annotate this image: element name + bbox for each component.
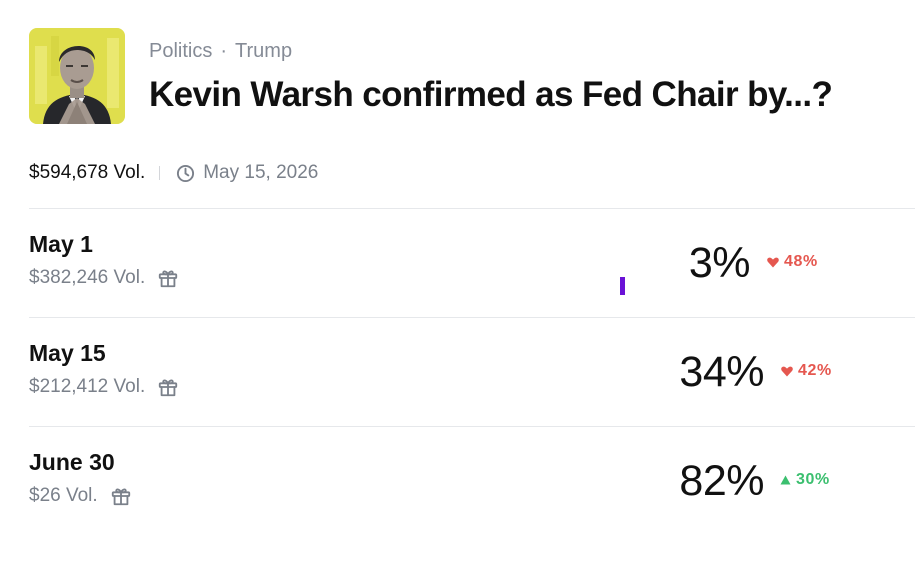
outcome-change-value: 30% [796, 471, 830, 488]
triangle-up-icon [780, 475, 791, 485]
breadcrumb-category[interactable]: Politics [149, 40, 213, 62]
end-date: May 15, 2026 [176, 162, 318, 184]
outcome-row[interactable]: June 30 $26 Vol. 82% 30% [0, 427, 915, 535]
gift-icon[interactable] [157, 376, 179, 398]
clock-icon [177, 164, 195, 182]
outcome-probability: 3% [688, 239, 751, 287]
outcome-volume-line: $382,246 Vol. [29, 267, 179, 289]
outcome-volume-line: $26 Vol. [29, 485, 132, 507]
breadcrumb: Politics · Trump [149, 40, 832, 63]
outcome-change-value: 48% [784, 253, 818, 270]
outcome-volume-line: $212,412 Vol. [29, 376, 179, 398]
outcome-volume: $212,412 Vol. [29, 376, 146, 397]
outcome-volume: $382,246 Vol. [29, 267, 146, 288]
outcome-change: 42% [781, 362, 832, 380]
header-text: Politics · Trump Kevin Warsh confirmed a… [149, 28, 833, 124]
outcome-label: May 1 [29, 231, 93, 257]
divider [29, 208, 915, 209]
outcome-row[interactable]: May 15 $212,412 Vol. 34% 42% [0, 318, 915, 426]
outcome-label: May 15 [29, 340, 106, 366]
market-meta: $594,678 Vol. May 15, 2026 [29, 162, 318, 184]
gift-icon[interactable] [157, 267, 179, 289]
outcome-label: June 30 [29, 449, 115, 475]
outcome-row[interactable]: May 1 $382,246 Vol. 3% 48% [0, 209, 915, 317]
outcome-change: 48% [767, 253, 818, 271]
divider [29, 426, 915, 427]
outcome-volume: $26 Vol. [29, 485, 98, 506]
heart-down-icon [767, 257, 779, 267]
breadcrumb-subcategory[interactable]: Trump [235, 40, 293, 62]
meta-divider [159, 166, 161, 180]
market-header: Politics · Trump Kevin Warsh confirmed a… [29, 28, 833, 124]
end-date-text: May 15, 2026 [203, 162, 319, 183]
page-title: Kevin Warsh confirmed as Fed Chair by...… [149, 75, 833, 114]
divider [29, 317, 915, 318]
heart-down-icon [781, 366, 793, 376]
text-cursor-marker [620, 277, 625, 295]
outcome-probability: 82% [679, 457, 764, 505]
breadcrumb-separator: · [220, 40, 228, 62]
gift-icon[interactable] [110, 485, 132, 507]
outcome-change: 30% [780, 471, 830, 489]
outcome-probability: 34% [679, 348, 764, 396]
market-image[interactable] [29, 28, 125, 124]
total-volume: $594,678 Vol. [29, 162, 146, 183]
outcome-change-value: 42% [798, 362, 832, 379]
